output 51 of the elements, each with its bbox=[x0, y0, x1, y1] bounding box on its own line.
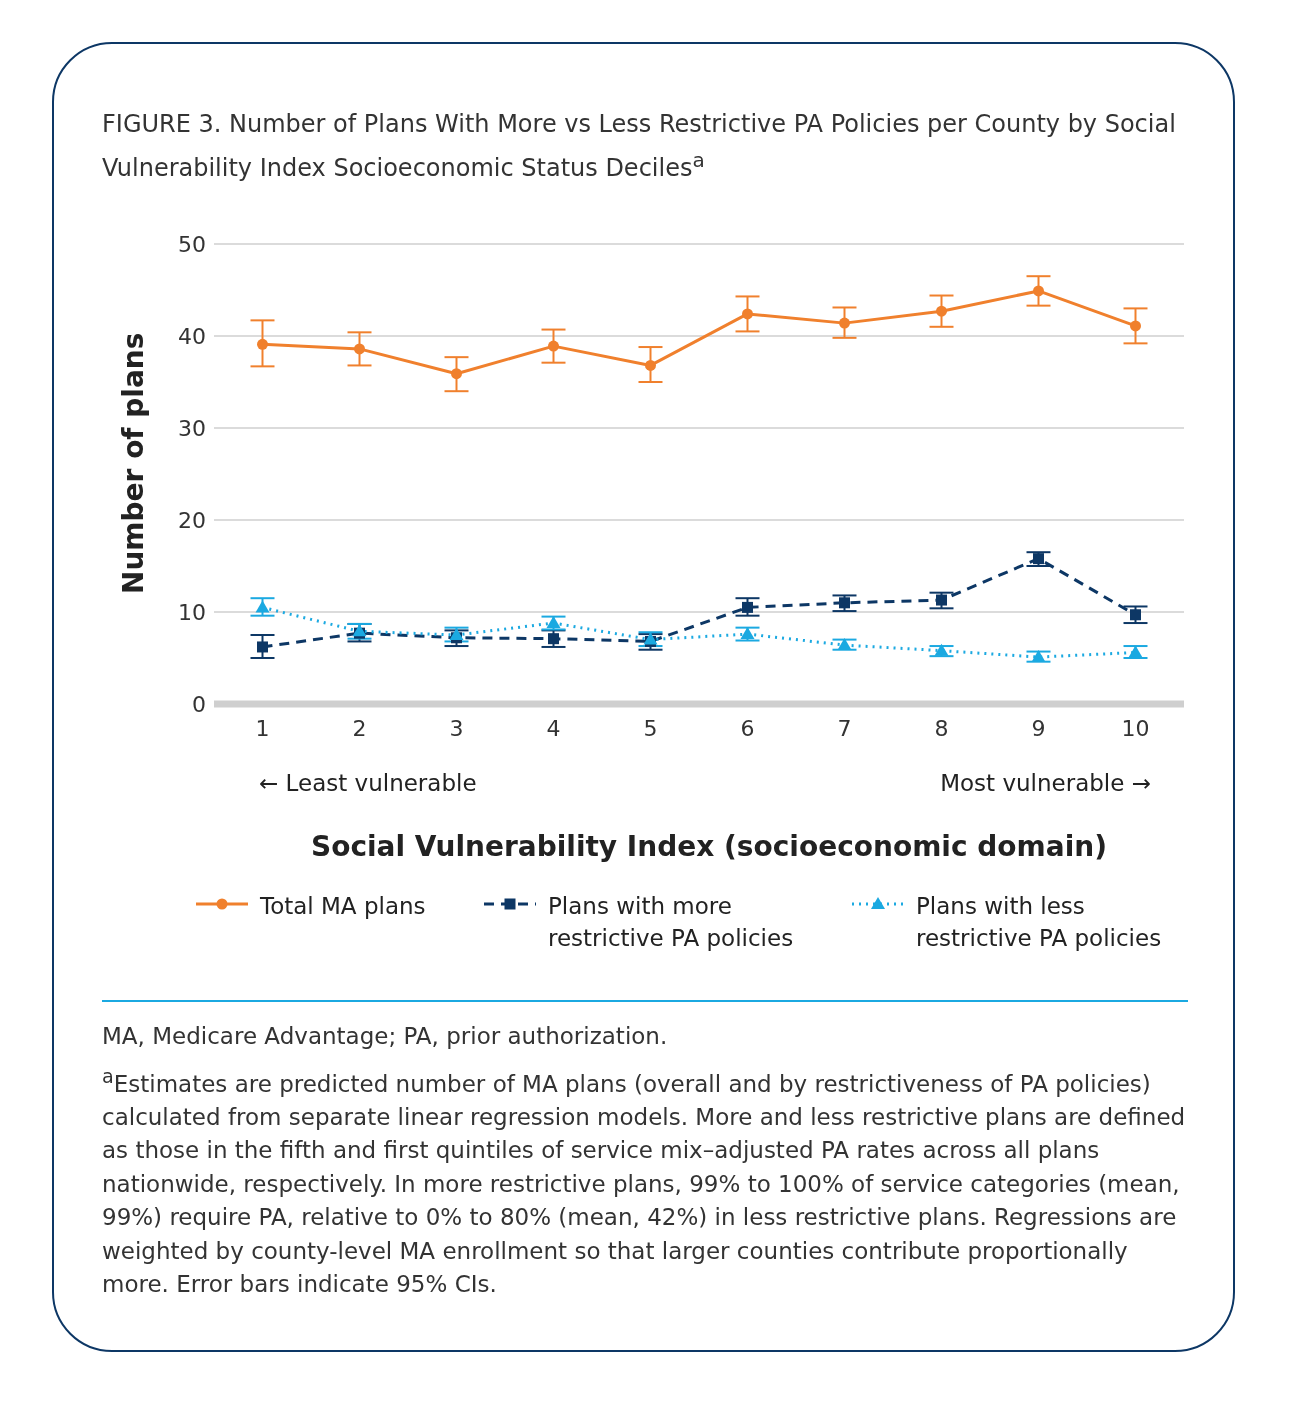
y-tick-label: 20 bbox=[178, 507, 206, 533]
point bbox=[936, 594, 947, 606]
x-tick-label: 2 bbox=[352, 715, 367, 741]
point bbox=[740, 627, 755, 640]
point bbox=[257, 641, 268, 653]
point bbox=[839, 317, 850, 329]
point bbox=[1130, 609, 1141, 621]
x-tick-label: 9 bbox=[1031, 715, 1046, 741]
point bbox=[1130, 320, 1141, 332]
x-tick-label: 10 bbox=[1121, 715, 1150, 741]
x-tick-label: 5 bbox=[643, 715, 658, 741]
point bbox=[1031, 650, 1046, 663]
x-tick-label: 3 bbox=[449, 715, 464, 741]
x-tick-label: 8 bbox=[934, 715, 949, 741]
point bbox=[546, 616, 561, 629]
y-axis-title: Number of plans bbox=[116, 332, 150, 594]
legend-label: Total MA plans bbox=[260, 892, 427, 921]
point bbox=[934, 643, 949, 656]
point bbox=[1033, 285, 1044, 297]
point bbox=[1033, 553, 1044, 565]
legend-label: Plans with more restrictive PA policies bbox=[548, 892, 795, 953]
point bbox=[936, 305, 947, 317]
y-tick-label: 50 bbox=[178, 231, 206, 257]
point bbox=[839, 597, 850, 609]
y-tick-label: 30 bbox=[178, 415, 206, 441]
text: ← Least vulnerable bbox=[259, 770, 477, 796]
x-tick-label: 1 bbox=[255, 715, 270, 741]
point bbox=[257, 338, 268, 350]
y-tick-label: 10 bbox=[178, 599, 206, 625]
point bbox=[742, 601, 753, 613]
y-tick-label: 0 bbox=[192, 691, 206, 717]
text: Most vulnerable → bbox=[940, 770, 1151, 796]
point bbox=[742, 308, 753, 320]
text: MA, Medicare Advantage; PA, prior authorization. bbox=[102, 1022, 669, 1051]
chart-title: FIGURE 3. Number of Plans With More vs Less Restrictive PA Policies per County by Social Vulnerability Index Socioeconomic Status Deciles$^{a}$ bbox=[102, 109, 1177, 184]
x-tick-label: 4 bbox=[546, 715, 561, 741]
x-axis-title: Social Vulnerability Index (socioeconomic domain) bbox=[310, 830, 1108, 863]
point bbox=[449, 628, 464, 640]
x-tick-label: 6 bbox=[740, 715, 755, 741]
point bbox=[645, 359, 656, 371]
text: $^{a}$Estimates are predicted number of MA plans (overall and by restrictiveness of PA policies) calculated from separate linear regression models. More and less restrictive plans are defined as those in the fifth and first quintiles of service mix–adjusted PA rates across all plans nationwide, respectively. In more restrictive plans, 99% to 100% of service categories (mean, 99%) require PA, relative to 0% to 80% (mean, 42%) in less restrictive plans. Regressions are weighted by county-level MA enrollment so that larger counties contribute proportionally more. Error bars indicate 95% CIs. bbox=[102, 1063, 1187, 1300]
point bbox=[1128, 645, 1143, 658]
point bbox=[837, 638, 852, 651]
point bbox=[548, 633, 559, 645]
x-tick-label: 7 bbox=[837, 715, 852, 741]
point bbox=[548, 340, 559, 352]
point bbox=[354, 343, 365, 355]
y-tick-label: 40 bbox=[178, 323, 206, 349]
legend-label: Plans with less restrictive PA policies bbox=[916, 892, 1163, 953]
point bbox=[451, 368, 462, 380]
point bbox=[255, 600, 270, 613]
